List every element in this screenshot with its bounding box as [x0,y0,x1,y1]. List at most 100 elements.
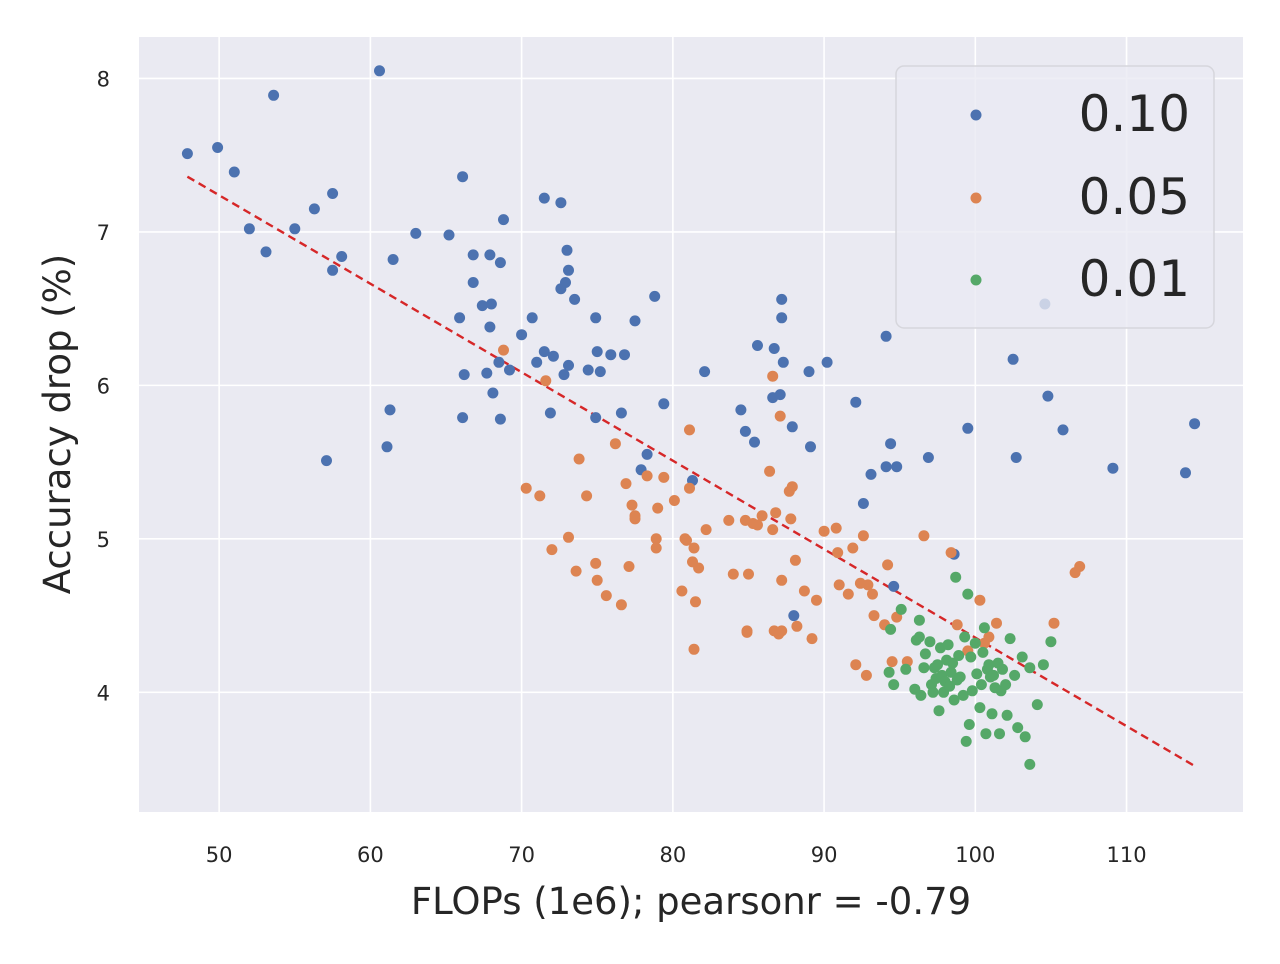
data-point [569,293,581,305]
data-points [181,65,1201,770]
data-point [457,412,469,424]
data-point [684,482,695,494]
data-point [860,669,872,681]
data-point [581,490,593,502]
x-tick-label: 90 [811,843,838,867]
data-point [228,166,240,178]
data-point [563,264,574,276]
x-tick-label: 60 [357,843,384,867]
data-point [756,510,768,522]
data-point [591,346,603,358]
data-point [688,542,700,554]
data-point [988,669,999,681]
data-point [994,728,1005,740]
data-point [857,530,869,542]
data-point [563,359,574,371]
data-point [1009,669,1021,681]
data-point [443,229,455,241]
data-point [821,356,833,368]
data-point [561,244,573,256]
data-point [700,524,712,536]
data-point [1048,617,1060,629]
data-point [944,680,956,692]
data-point [573,453,585,465]
data-point [950,571,962,583]
data-point [504,364,515,376]
x-tick-label: 70 [508,843,535,867]
data-point [1024,662,1036,674]
data-point [803,366,815,378]
data-point [641,448,653,460]
data-point [526,312,538,324]
data-point [327,188,339,199]
data-point [620,478,632,490]
data-point [945,666,957,678]
data-point [693,562,705,574]
data-point [962,588,974,600]
data-point [467,277,479,288]
data-point [739,425,751,437]
data-point [615,407,627,419]
data-point [387,254,399,265]
data-point [547,350,559,362]
data-point [493,356,505,368]
data-point [1057,424,1069,436]
data-point [883,666,895,678]
data-point [268,89,280,101]
data-point [743,568,754,580]
series-0-01 [883,571,1057,770]
data-point [997,663,1008,675]
data-point [948,694,960,706]
data-point [555,197,567,209]
data-point [789,554,801,566]
data-point [516,329,528,341]
data-point [960,735,972,747]
y-axis-ticks: 4 5 6 7 8 [97,67,110,705]
data-point [609,438,621,450]
data-point [534,490,546,502]
data-point [752,519,763,531]
data-point [791,620,803,632]
x-axis-ticks: 50 60 70 80 90 100 110 [206,843,1147,867]
data-point [913,631,925,643]
data-point [1000,679,1012,691]
legend-label-0-05: 0.05 [1079,168,1190,226]
legend-marker-0-01 [970,274,982,286]
data-point [776,574,788,586]
data-point [384,404,396,416]
data-point [959,631,971,643]
data-point [520,482,532,494]
data-point [818,525,830,537]
data-point [641,470,653,482]
data-point [321,455,332,467]
data-point [1019,731,1031,743]
data-point [974,702,986,714]
data-point [458,369,470,381]
data-point [481,367,493,379]
data-point [785,513,797,525]
data-point [454,312,466,324]
data-point [1012,722,1024,734]
data-point [619,349,630,361]
data-point [830,522,842,534]
data-point [467,249,479,261]
data-point [650,542,662,554]
x-tick-label: 50 [206,843,233,867]
x-axis-title: FLOPs (1e6); pearsonr = -0.79 [411,880,971,923]
data-point [965,651,977,663]
data-point [260,246,272,258]
data-point [918,662,930,674]
data-point [590,312,602,324]
data-point [786,481,798,493]
data-point [494,413,506,425]
data-point [615,599,627,611]
data-point [243,223,255,235]
legend-box [895,65,1215,329]
data-point [868,610,880,622]
legend: 0.10 0.05 0.01 [895,65,1215,329]
data-point [727,568,739,580]
data-point [752,340,763,351]
data-point [776,293,788,305]
data-point [983,631,995,643]
